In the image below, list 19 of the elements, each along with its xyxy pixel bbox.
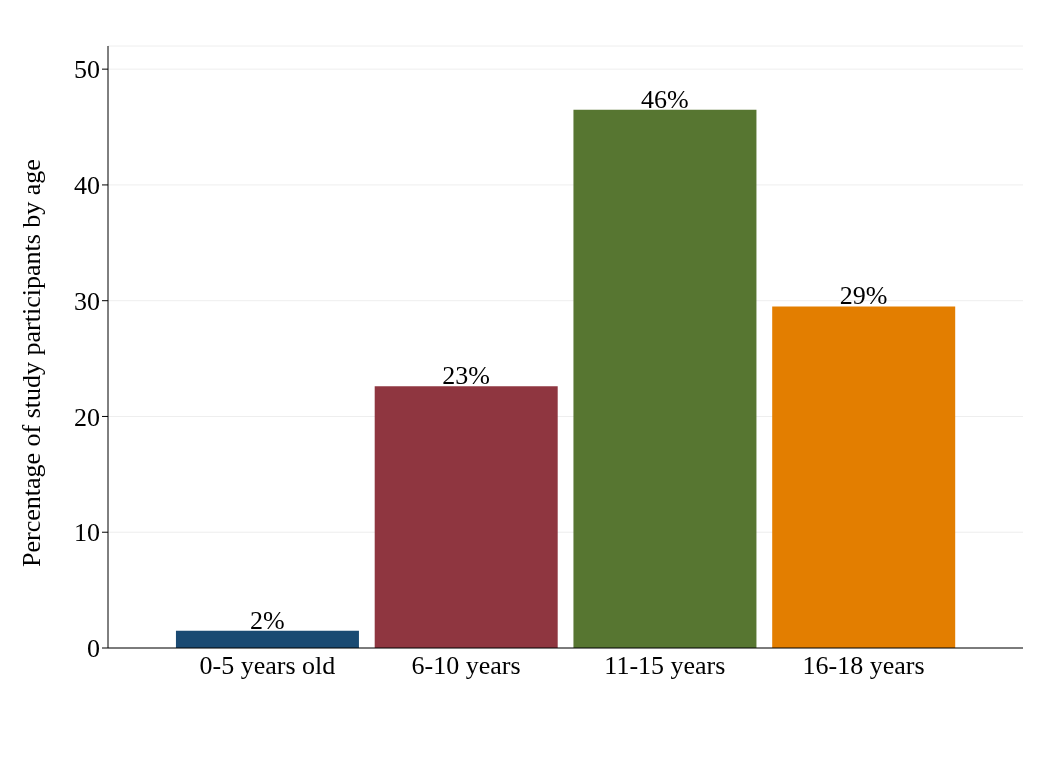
y-tick-label: 30 [74,286,100,316]
data-label: 23% [442,361,491,391]
x-tick-label: 11-15 years [604,651,726,681]
y-axis-title: Percentage of study participants by age [17,159,47,567]
bar [573,109,757,648]
x-tick-label: 6-10 years [411,651,521,681]
x-tick-label: 16-18 years [802,651,925,681]
y-tick-label: 50 [74,55,100,85]
data-label: 29% [839,281,888,311]
data-label: 2% [250,605,285,635]
bar [374,386,558,648]
bar [772,306,956,648]
x-tick-label: 0-5 years old [199,651,336,681]
y-tick-label: 10 [74,518,100,548]
bar [175,630,359,648]
y-tick-label: 40 [74,171,100,201]
y-tick-label: 0 [87,634,100,664]
data-label: 46% [641,84,689,114]
y-tick-label: 20 [74,402,100,432]
